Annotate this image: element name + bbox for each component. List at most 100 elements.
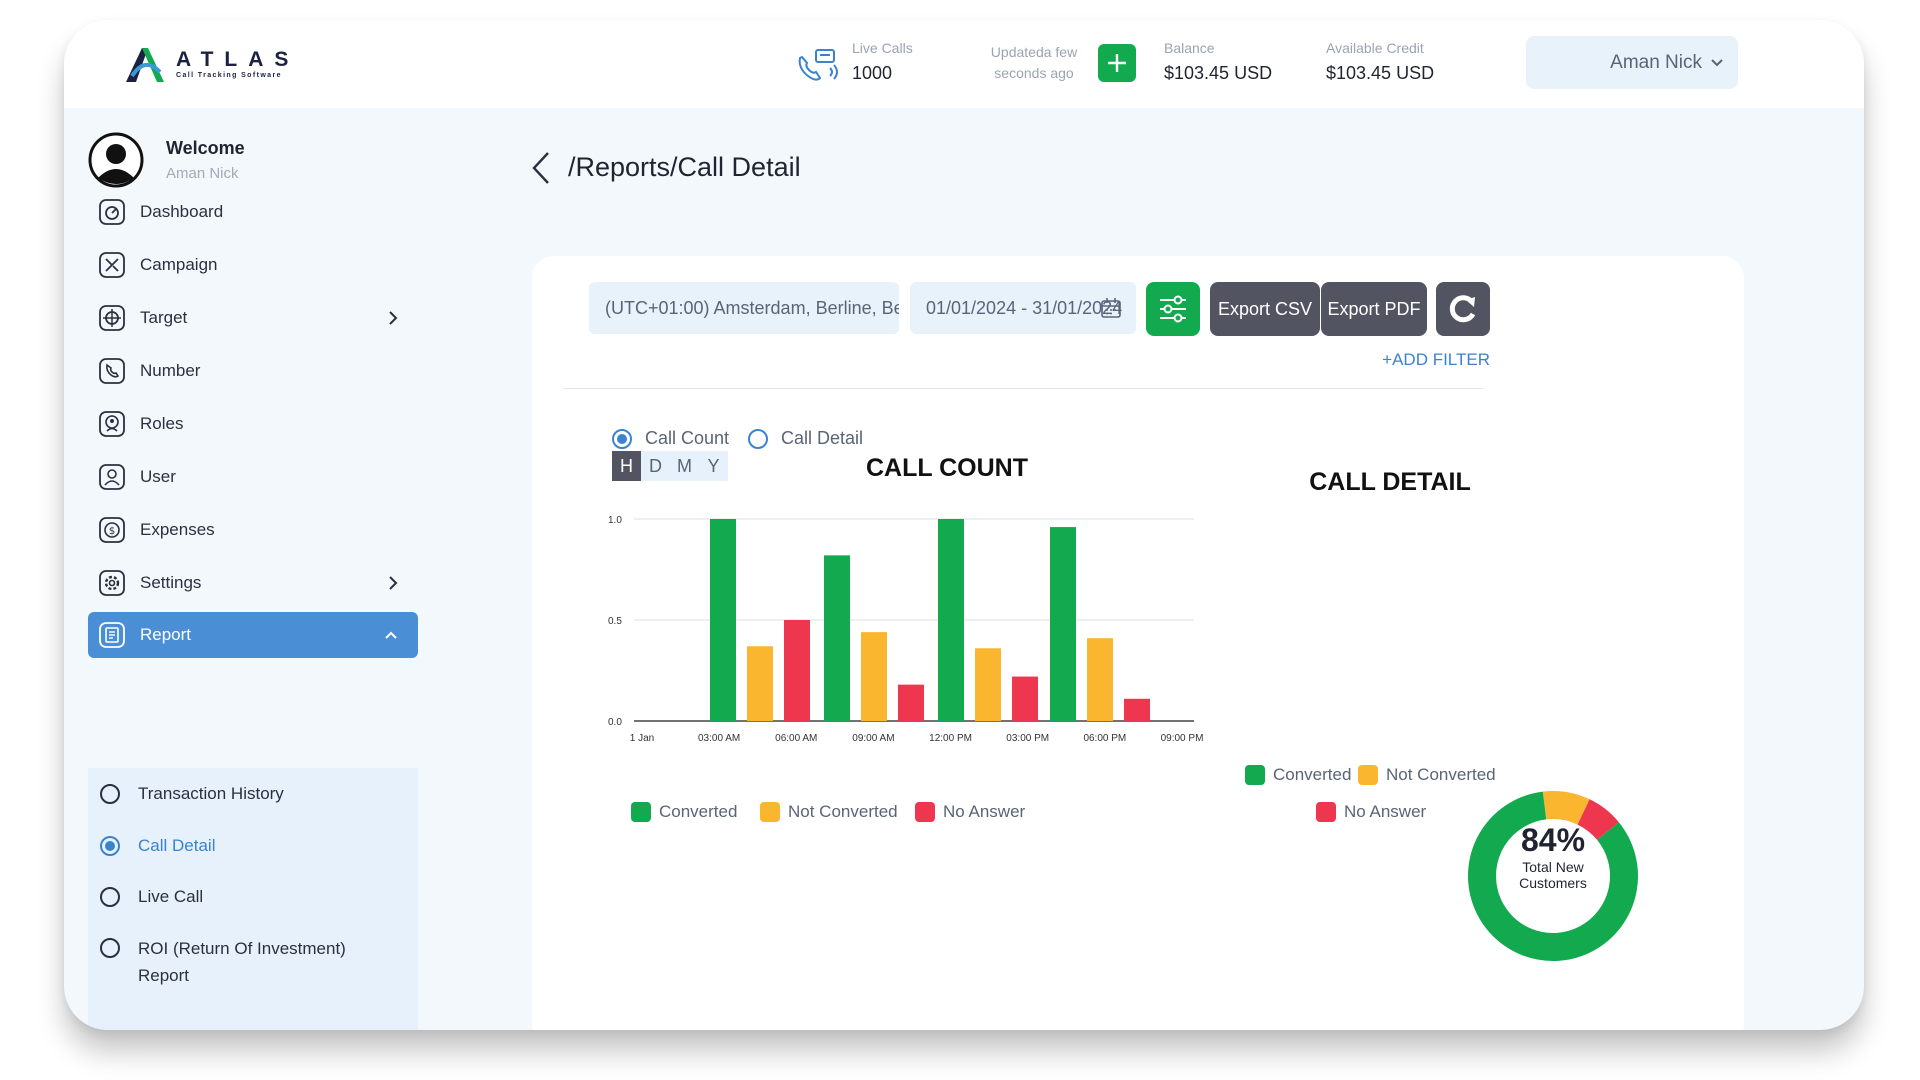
call-count-radio[interactable]: Call Count [612,428,729,449]
legend-swatch-no-answer [1316,802,1336,822]
live-calls-label: Live Calls [852,40,913,56]
granularity-month-button[interactable]: M [670,451,699,481]
radio-icon [100,784,120,804]
sidebar-item-label: Roles [140,414,184,433]
sidebar-item-settings[interactable]: Settings [88,555,418,611]
submenu-item-label: Live Call [138,887,204,906]
granularity-day-button[interactable]: D [641,451,670,481]
donut-slice-converted [1468,791,1638,961]
bar-converted [1050,527,1076,721]
x-tick-label: 09:00 AM [852,733,894,744]
submenu-item-call-detail[interactable]: Call Detail [100,836,215,856]
bar-legend-no-answer[interactable]: No Answer [915,802,1025,822]
page-title: /Reports/Call Detail [568,152,801,182]
sidebar-item-expenses[interactable]: $ Expenses [88,502,418,558]
bar-no-answer [1124,698,1150,721]
x-tick-label: 03:00 AM [698,733,740,744]
x-tick-label: 1 Jan [630,733,654,744]
call-count-label: Call Count [645,428,730,448]
bar-legend-not-converted[interactable]: Not Converted [760,802,898,822]
add-balance-button[interactable] [1098,44,1136,82]
y-tick-label: 1.0 [608,515,622,526]
bar-legend-converted[interactable]: Converted [631,802,737,822]
legend-label: No Answer [943,802,1026,821]
bar-no-answer [898,684,924,721]
call-detail-radio[interactable]: Call Detail [748,428,863,449]
sidebar-item-roles[interactable]: Roles [88,396,418,452]
legend-swatch-converted [631,802,651,822]
donut-legend-no-answer[interactable]: No Answer [1316,802,1426,822]
donut-legend-converted[interactable]: Converted [1245,765,1351,785]
atlas-logo-icon [126,48,164,82]
sliders-icon [1160,295,1186,323]
bar-not-converted [1087,638,1113,721]
balance-stat: Balance $103.45 USD [1164,39,1272,84]
sidebar-item-user[interactable]: User [88,449,418,505]
user-menu-dropdown[interactable]: Aman Nick [1526,36,1738,89]
submenu-item-label: Transaction History [138,784,284,803]
bar-converted [938,519,964,721]
export-csv-button[interactable]: Export CSV [1210,282,1320,336]
dashboard-icon [99,199,125,225]
chevron-right-icon [389,311,398,325]
sidebar-item-report[interactable]: Report [88,612,418,658]
bar-not-converted [747,646,773,721]
app-window: ATLAS Call Tracking Software Live Calls … [64,20,1864,1030]
granularity-hour-button[interactable]: H [612,451,641,481]
report-icon [99,622,125,648]
settings-icon [99,570,125,596]
sidebar-item-dashboard[interactable]: Dashboard [88,184,418,240]
legend-label: Converted [1273,765,1352,784]
chevron-right-icon [389,576,398,590]
svg-text:$: $ [109,526,115,537]
radio-icon [748,428,768,449]
add-filter-link[interactable]: +ADD FILTER [1382,350,1490,369]
x-tick-label: 09:00 PM [1161,733,1204,744]
date-range-picker[interactable]: 01/01/2024 - 31/01/2024 [910,282,1136,334]
report-submenu: Transaction History Call Detail Live Cal… [88,768,418,1030]
updated-line-1: Updateda few [990,44,1078,60]
x-tick-label: 06:00 AM [775,733,817,744]
roles-icon [99,411,125,437]
sidebar-item-label: Dashboard [140,202,224,221]
submenu-item-transaction-history[interactable]: Transaction History [100,784,284,804]
donut-center: 84% Total New Customers [1448,822,1658,891]
refresh-button[interactable] [1436,282,1490,336]
legend-label: Not Converted [1386,765,1496,784]
sidebar-item-label: Expenses [140,520,215,539]
live-calls-stat: Live Calls 1000 [852,39,913,84]
avatar-icon[interactable] [88,132,144,188]
timezone-select[interactable]: (UTC+01:00) Amsterdam, Berline, Bern... [589,282,899,334]
x-tick-label: 06:00 PM [1083,733,1126,744]
donut-legend-not-converted[interactable]: Not Converted [1358,765,1496,785]
donut-slice-no-answer [1577,799,1619,841]
target-icon [99,305,125,331]
chevron-up-icon [385,631,397,639]
brand-name: ATLAS [176,48,300,71]
legend-swatch-not-converted [760,802,780,822]
available-credit-value: $103.45 USD [1326,63,1435,83]
sidebar-item-target[interactable]: Target [88,290,418,346]
x-tick-label: 12:00 PM [929,733,972,744]
submenu-item-live-call[interactable]: Live Call [100,887,203,907]
sidebar-item-label: Campaign [140,255,218,274]
filter-settings-button[interactable] [1146,282,1200,336]
plus-icon [1108,54,1126,72]
sidebar-item-campaign[interactable]: Campaign [88,237,418,293]
call-detail-label: Call Detail [781,428,864,448]
granularity-year-button[interactable]: Y [699,451,728,481]
refresh-icon [1449,295,1476,323]
back-arrow-icon[interactable] [530,150,552,186]
welcome-user-name: Aman Nick [166,165,239,182]
donut-caption-line-1: Total New [1522,859,1584,875]
sidebar-item-label: Target [140,308,188,327]
bar-no-answer [1012,676,1038,721]
submenu-item-roi-report[interactable]: ROI (Return Of Investment) Report [100,938,346,989]
sidebar-item-number[interactable]: Number [88,343,418,399]
balance-label: Balance [1164,40,1215,56]
submenu-item-label: Call Detail [138,836,216,855]
export-pdf-button[interactable]: Export PDF [1321,282,1427,336]
atlas-logo[interactable]: ATLAS Call Tracking Software [122,42,299,86]
submenu-item-label: ROI (Return Of Investment) [138,939,346,958]
bar-no-answer [784,620,810,721]
